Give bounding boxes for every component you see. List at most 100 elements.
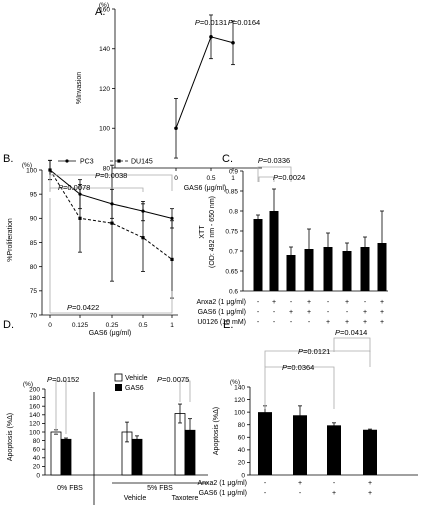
panel-b-data-point-pc3 (170, 216, 174, 220)
panel-c-bar (269, 211, 279, 291)
panel-e-y-tick-label: 0 (241, 472, 245, 479)
panel-e-y-tick-label: 60 (238, 435, 246, 442)
panel-b-x-tick-label: 1 (170, 322, 174, 329)
panel-d-unit-label: (%) (23, 381, 33, 388)
panel-a-x-label: GAS6 (μg/ml) (184, 185, 227, 192)
panel-c-condition-sign: - (290, 319, 293, 326)
panel-c-y-label: XTT (199, 225, 206, 239)
panel-d-bar-gas6 (60, 438, 72, 476)
panel-b-legend-label-du145: DU145 (131, 159, 153, 166)
panel-d-y-tick-label: 200 (29, 386, 40, 393)
panel-d-legend-swatch-vehicle (114, 373, 123, 382)
panel-c-condition-sign: - (273, 319, 276, 326)
panel-e-bar (258, 412, 272, 475)
panel-a-data-point (209, 35, 213, 39)
panel-b-p-value: P=0.0038 (95, 171, 127, 180)
panel-c-p-value: P=0.0336 (258, 156, 290, 165)
panel-d-subgroup-label: Taxotere (172, 495, 199, 502)
panel-c-condition-label: Anxa2 (1 μg/ml) (196, 299, 246, 306)
panel-e-bracket (264, 350, 371, 367)
panel-b-data-point-du145 (48, 168, 52, 172)
panel-d-bracket (179, 380, 191, 402)
panel-c-bar (323, 247, 333, 291)
panel-e-condition-sign: - (299, 490, 302, 497)
panel-a-label: A. (95, 6, 105, 18)
panel-c-condition-sign: + (307, 309, 311, 316)
panel-c-condition-sign: - (308, 319, 311, 326)
panel-c-bracket (257, 166, 292, 182)
panel-c-condition-sign: + (345, 299, 349, 306)
panel-c-y-tick-label: 0.85 (225, 188, 238, 195)
panel-c-condition-sign: - (273, 309, 276, 316)
panel-c-bracket (258, 176, 275, 182)
panel-d-y-tick-label: 80 (33, 438, 41, 445)
panel-c-condition-sign: - (257, 319, 260, 326)
panel-a-y-tick-label: 120 (99, 86, 110, 93)
panel-b-unit-label: (%) (22, 162, 32, 169)
panel-c-condition-sign: - (257, 299, 260, 306)
panel-b-data-point-du145 (78, 216, 82, 220)
panel-d-group-label: 5% FBS (147, 485, 173, 492)
panel-c-condition-label: GAS6 (1 μg/ml) (198, 309, 246, 316)
panel-c-bar (360, 247, 370, 291)
panel-b-p-value: P=0.0422 (67, 303, 99, 312)
panel-a-x-tick-label: 1 (231, 175, 235, 182)
panel-d-bar-gas6 (131, 438, 143, 476)
panel-e-condition-label: Anxa2 (1 μg/ml) (197, 480, 247, 487)
panel-a-x-tick-label: 0 (174, 175, 178, 182)
panel-e-y-label: Apoptosis (%Δ) (213, 407, 220, 455)
panel-b-y-tick-label: 90 (30, 216, 38, 223)
panel-b-bracket (49, 174, 173, 191)
panel-d-legend-label-vehicle: Vehicle (125, 375, 148, 382)
panel-e-condition-sign: + (332, 490, 336, 497)
panel-a-series-line (175, 36, 234, 129)
panel-c-condition-sign: + (345, 319, 349, 326)
panel-d-y-tick-label: 120 (29, 421, 40, 428)
panel-c-y-tick-label: 0.65 (225, 268, 238, 275)
panel-e-bracket (333, 337, 371, 352)
panel-a-x-tick-label: 0.5 (206, 175, 215, 182)
panel-b-bracket (49, 198, 173, 314)
panel-d-p-value: P=0.0075 (157, 375, 189, 384)
panel-c-condition-sign: - (290, 299, 293, 306)
panel-c-condition-sign: - (327, 309, 330, 316)
panel-e-y-tick-label: 120 (234, 397, 245, 404)
panel-b-legend-marker-du145 (117, 159, 121, 163)
panel-b-x-tick-label: 0.5 (138, 322, 147, 329)
panel-e-y-tick-label: 20 (238, 460, 246, 467)
panel-c-condition-sign: - (364, 299, 367, 306)
panel-d-subgroup-label: Vehicle (124, 495, 147, 502)
panel-a-data-point (231, 40, 235, 45)
panel-c-y-tick-label: 0.8 (229, 208, 238, 215)
panel-a-y-tick-label: 140 (99, 46, 110, 53)
panel-a-unit-label: (%) (99, 2, 109, 9)
panel-d-y-tick-label: 140 (29, 412, 40, 419)
panel-c-bar (304, 249, 314, 291)
panel-b-series-line-du145 (49, 169, 173, 260)
panel-b-x-tick-label: 0.125 (72, 322, 89, 329)
panel-c-bar (286, 255, 296, 291)
panel-d-label: D. (3, 319, 14, 331)
panel-e-unit-label: (%) (230, 379, 240, 386)
panel-c-condition-sign: - (257, 309, 260, 316)
panel-b-y-tick-label: 85 (30, 240, 38, 247)
panel-c-condition-sign: + (380, 319, 384, 326)
panel-b-y-label: %Proliferation (7, 218, 14, 262)
panel-e-p-value: P=0.0364 (282, 363, 314, 372)
panel-e-y-tick-label: 80 (238, 422, 246, 429)
panel-d-y-tick-label: 60 (33, 447, 41, 454)
panel-c-y-label-2: (OD: 492 nm - 650 nm) (209, 196, 216, 268)
panel-b-y-tick-label: 95 (30, 191, 38, 198)
panel-c-condition-sign: + (380, 299, 384, 306)
panel-c-condition-sign: + (326, 319, 330, 326)
panel-e-bar (327, 425, 341, 475)
panel-d-y-tick-label: 0 (36, 472, 40, 479)
panel-e-y-tick-label: 140 (234, 384, 245, 391)
panel-d-y-tick-label: 40 (33, 455, 41, 462)
panel-c-y-tick-label: 0.9 (229, 168, 238, 175)
panel-c-condition-sign: - (327, 299, 330, 306)
panel-b-x-tick-label: 0 (48, 322, 52, 329)
panel-c-y-tick-label: 0.6 (229, 288, 238, 295)
